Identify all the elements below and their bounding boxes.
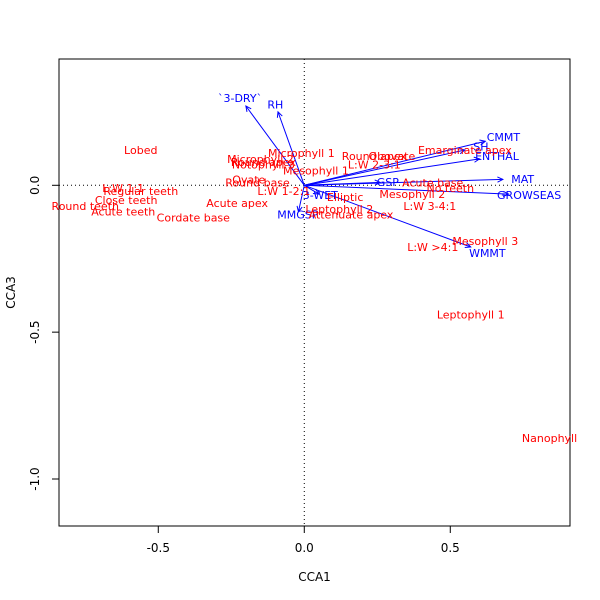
site-label: L:W 1:1 xyxy=(102,182,144,195)
site-label: Mesophyll 1 xyxy=(283,165,349,178)
site-label: Elliptic xyxy=(327,191,364,204)
env-vector-arrowhead xyxy=(497,176,504,183)
env-vector-arrowhead xyxy=(502,190,510,197)
env-vector-label: ENTHAL xyxy=(475,150,520,163)
env-vector-arrow xyxy=(304,184,471,248)
y-tick-label: -0.5 xyxy=(28,320,42,343)
site-label: Round base xyxy=(225,176,290,189)
site-label: Round apex xyxy=(231,156,297,169)
env-vector-arrowhead xyxy=(458,148,467,155)
site-label: L:W 2-3:1 xyxy=(348,159,401,172)
site-label: No teeth xyxy=(426,182,474,195)
env-vector-label: RH xyxy=(267,99,283,112)
env-vector-arrowhead xyxy=(312,188,320,195)
env-vector-arrow xyxy=(304,158,480,186)
env-vector-arrowhead xyxy=(245,105,252,112)
x-tick-label: 0.0 xyxy=(295,541,314,555)
y-tick-label: -1.0 xyxy=(28,467,42,490)
site-label: Cordate base xyxy=(157,212,230,225)
site-label: Obovate xyxy=(369,150,416,163)
env-vector-arrow xyxy=(304,184,509,195)
y-axis-label: CCA3 xyxy=(4,276,18,309)
site-label: Mesophyll 3 xyxy=(452,235,518,248)
env-vector-arrowhead xyxy=(479,139,487,146)
site-label: Regular teeth xyxy=(103,185,178,198)
site-label: Notophyll 3 xyxy=(232,159,295,172)
env-vector-label: MMGSP xyxy=(277,208,318,221)
x-axis-label: CCA1 xyxy=(298,570,331,584)
x-tick-label: 0.5 xyxy=(441,541,460,555)
site-label: Mesophyll 2 xyxy=(379,188,445,201)
site-label: L:W 1-2:1 xyxy=(257,185,310,198)
site-label: Emarginate apex xyxy=(418,144,512,157)
x-axis-ticks: -0.5 0.0 0.5 xyxy=(147,526,460,555)
site-label: Acute apex xyxy=(206,197,268,210)
plot-frame xyxy=(58,58,571,527)
env-vector-label: WMMT xyxy=(469,247,506,260)
site-label: Ovate xyxy=(232,173,265,186)
site-label: Attenuate apex xyxy=(309,209,394,222)
env-vector-arrow xyxy=(304,140,486,186)
env-vector-label: SH xyxy=(473,141,488,154)
env-vector-arrow xyxy=(245,105,305,186)
env-vector-arrowhead xyxy=(276,110,283,118)
site-label: Leptophyll 2 xyxy=(305,203,373,216)
env-vector-arrowhead xyxy=(473,156,481,163)
env-vector-arrowhead xyxy=(464,242,472,249)
env-vector-arrow xyxy=(297,185,305,212)
x-tick-label: -0.5 xyxy=(147,541,170,555)
env-vector-arrow xyxy=(304,178,503,186)
env-vector-arrowhead xyxy=(296,205,303,213)
y-tick-label: 0.0 xyxy=(28,176,42,195)
env-vector-arrow xyxy=(304,149,465,186)
env-vector-arrowhead xyxy=(374,179,382,186)
site-label: Acute base xyxy=(402,176,463,189)
env-vector-label: 3-WET xyxy=(303,189,338,202)
env-vector-label: CMMT xyxy=(487,131,521,144)
env-vector-label: `3-DRY` xyxy=(218,92,262,105)
site-label: Round apex xyxy=(342,150,408,163)
site-label: L:W >4:1 xyxy=(407,241,458,254)
site-label: Microphyll 2 xyxy=(227,153,294,166)
env-vector-label: GROWSEAS xyxy=(497,189,561,202)
env-vector-label: MAT xyxy=(511,173,534,186)
env-vector-arrow xyxy=(277,111,305,186)
site-label: Leptophyll 1 xyxy=(437,309,505,322)
env-vector-arrow xyxy=(304,184,320,195)
site-label: Lobed xyxy=(124,144,157,157)
site-label: Close teeth xyxy=(95,194,158,207)
site-label: Nanophyll xyxy=(522,432,577,445)
site-label: Microphyll 1 xyxy=(268,147,335,160)
site-label: Acute teeth xyxy=(91,206,155,219)
site-label: L:W 3-4:1 xyxy=(403,200,456,213)
site-label: Round teeth xyxy=(52,200,119,213)
y-axis-ticks: -1.0 -0.5 0.0 xyxy=(28,176,59,491)
env-vectors: `3-DRY`RHCMMTSHENTHALGSPMATGROWSEAS3-WET… xyxy=(218,92,561,260)
